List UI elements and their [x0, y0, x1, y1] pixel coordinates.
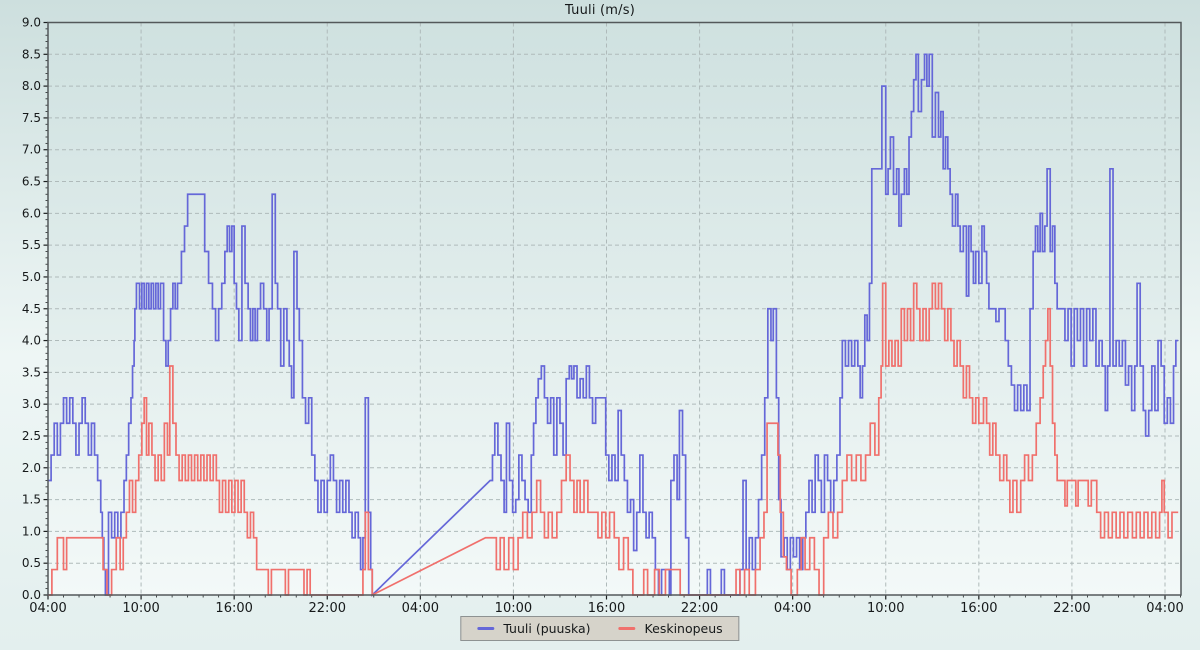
- svg-text:1.5: 1.5: [22, 493, 41, 507]
- svg-text:04:00: 04:00: [402, 601, 439, 616]
- legend: Tuuli (puuska) Keskinopeus: [460, 616, 740, 641]
- average-line-swatch: [618, 627, 636, 630]
- svg-text:10:00: 10:00: [867, 601, 904, 616]
- svg-text:04:00: 04:00: [774, 601, 811, 616]
- series-line-average: [48, 282, 1179, 597]
- svg-text:3.0: 3.0: [22, 397, 41, 411]
- legend-label-average: Keskinopeus: [644, 621, 723, 636]
- svg-text:8.5: 8.5: [22, 47, 41, 61]
- svg-text:6.5: 6.5: [22, 175, 41, 189]
- svg-text:3.5: 3.5: [22, 365, 41, 379]
- x-axis-labels: 04:00 10:00 16:00 22:00 04:00 10:00 16:00 22:00…: [29, 601, 1183, 616]
- svg-text:9.0: 9.0: [22, 16, 41, 30]
- svg-text:5.5: 5.5: [22, 238, 41, 252]
- svg-text:16:00: 16:00: [215, 601, 252, 616]
- svg-text:22:00: 22:00: [1053, 601, 1090, 616]
- svg-text:5.0: 5.0: [22, 270, 41, 284]
- svg-text:7.0: 7.0: [22, 143, 41, 157]
- svg-text:22:00: 22:00: [309, 601, 346, 616]
- svg-text:2.0: 2.0: [22, 461, 41, 475]
- svg-text:0.5: 0.5: [22, 556, 41, 570]
- svg-text:4.5: 4.5: [22, 302, 41, 316]
- svg-text:22:00: 22:00: [681, 601, 718, 616]
- plot-border: [47, 21, 1182, 596]
- svg-text:04:00: 04:00: [29, 601, 66, 616]
- svg-text:04:00: 04:00: [1146, 601, 1183, 616]
- svg-text:10:00: 10:00: [122, 601, 159, 616]
- legend-item-average: Keskinopeus: [618, 621, 723, 636]
- svg-text:8.0: 8.0: [22, 79, 41, 93]
- y-axis-labels: 0.0 0.5 1.0 1.5 2.0 2.5 3.0 3.5 4.0 4.5 5.0 5.5 6.0 6…: [22, 16, 41, 603]
- gust-line-swatch: [477, 627, 495, 630]
- svg-text:16:00: 16:00: [960, 601, 997, 616]
- svg-text:2.5: 2.5: [22, 429, 41, 443]
- svg-text:6.0: 6.0: [22, 206, 41, 220]
- chart-title: Tuuli (m/s): [565, 3, 635, 18]
- svg-text:10:00: 10:00: [495, 601, 532, 616]
- legend-item-gust: Tuuli (puuska): [477, 621, 591, 636]
- svg-text:1.0: 1.0: [22, 524, 41, 538]
- legend-label-gust: Tuuli (puuska): [503, 621, 591, 636]
- svg-text:16:00: 16:00: [588, 601, 625, 616]
- svg-text:7.5: 7.5: [22, 111, 41, 125]
- series-line-gust: [48, 53, 1179, 598]
- svg-text:4.0: 4.0: [22, 334, 41, 348]
- svg-text:0.0: 0.0: [22, 588, 41, 602]
